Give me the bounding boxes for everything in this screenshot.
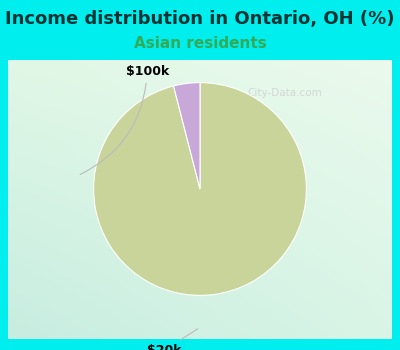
- Wedge shape: [94, 83, 306, 295]
- Text: $20k: $20k: [147, 329, 198, 350]
- Wedge shape: [174, 83, 200, 189]
- Text: $100k: $100k: [80, 65, 169, 175]
- Text: Income distribution in Ontario, OH (%): Income distribution in Ontario, OH (%): [5, 10, 395, 28]
- Text: City-Data.com: City-Data.com: [247, 88, 322, 98]
- Text: Asian residents: Asian residents: [134, 36, 266, 51]
